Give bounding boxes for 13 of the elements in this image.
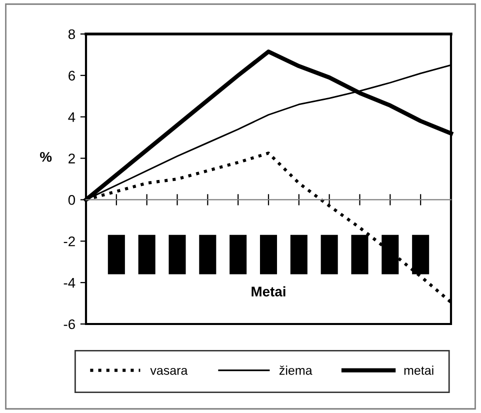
y-tick-label: -2 (64, 236, 75, 246)
legend-label: vasara (150, 368, 188, 375)
y-tick-label: 8 (68, 29, 75, 40)
legend-label: metai (404, 366, 434, 375)
legend-label: žiema (279, 366, 312, 375)
y-tick-label: 0 (68, 195, 76, 205)
y-tick-label: 2 (68, 154, 75, 164)
y-tick-label: -4 (64, 278, 76, 288)
x-axis-title: Metai (252, 286, 286, 296)
y-tick-label: 6 (68, 70, 75, 81)
y-tick-label: 4 (68, 112, 76, 122)
y-tick-label: -6 (64, 319, 75, 330)
y-axis-title: % (40, 152, 52, 162)
